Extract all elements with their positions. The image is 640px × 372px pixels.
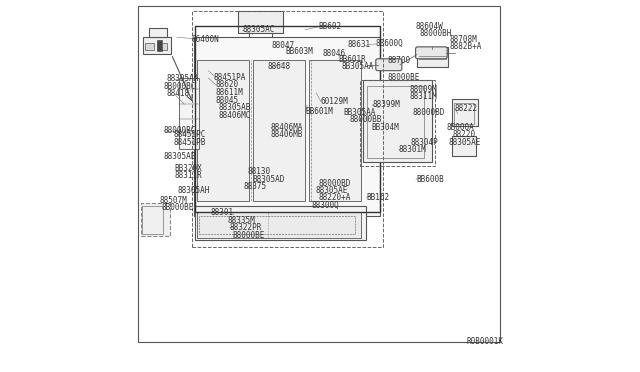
Text: 88700: 88700 <box>388 56 411 65</box>
Text: 88708M: 88708M <box>449 35 477 44</box>
Bar <box>367 86 424 158</box>
Text: 8B000BE: 8B000BE <box>162 203 195 212</box>
Text: 88305AH: 88305AH <box>178 186 211 195</box>
Bar <box>238 11 283 33</box>
Text: 88600Q: 88600Q <box>375 39 403 48</box>
Text: 88648: 88648 <box>268 62 291 71</box>
Text: 88000BH: 88000BH <box>420 29 452 38</box>
Text: 88045: 88045 <box>216 96 239 105</box>
Bar <box>199 216 355 234</box>
Text: 88620: 88620 <box>215 80 238 89</box>
Text: BB602: BB602 <box>318 22 341 31</box>
Bar <box>360 80 435 166</box>
Text: 88311M: 88311M <box>410 92 437 101</box>
Bar <box>197 212 361 238</box>
Text: 86400N: 86400N <box>191 35 220 44</box>
Text: 88000BE: 88000BE <box>232 231 265 240</box>
Text: 88418: 88418 <box>167 89 190 98</box>
Text: 88406MA: 88406MA <box>271 123 303 132</box>
Text: 88406MC: 88406MC <box>219 111 251 120</box>
Text: 88322PR: 88322PR <box>230 223 262 232</box>
Text: 88399M: 88399M <box>372 100 400 109</box>
Bar <box>157 43 167 50</box>
Text: BB304M: BB304M <box>371 123 399 132</box>
Bar <box>143 37 172 54</box>
Text: 88631: 88631 <box>348 40 371 49</box>
Text: 88305AD: 88305AD <box>252 175 285 184</box>
Text: BB601R: BB601R <box>339 55 366 64</box>
Bar <box>195 26 380 212</box>
Bar <box>197 60 250 201</box>
Bar <box>452 99 478 126</box>
Text: BB603M: BB603M <box>286 47 314 56</box>
Text: 88000BB: 88000BB <box>349 115 381 124</box>
Bar <box>454 103 474 124</box>
Text: 88301M: 88301M <box>399 145 427 154</box>
Text: R0B0001K: R0B0001K <box>467 337 504 346</box>
Bar <box>363 80 431 162</box>
Text: 88451PA: 88451PA <box>214 73 246 82</box>
Text: 88507M: 88507M <box>159 196 187 205</box>
Text: 88305AA: 88305AA <box>167 74 199 83</box>
Text: 8882B+A: 8882B+A <box>449 42 482 51</box>
Text: BB320X: BB320X <box>174 164 202 173</box>
FancyBboxPatch shape <box>376 59 402 71</box>
Text: 88375: 88375 <box>244 182 267 191</box>
Text: 88301: 88301 <box>211 208 234 217</box>
Text: 88000BD: 88000BD <box>318 179 351 187</box>
Bar <box>452 136 476 156</box>
Text: 88130: 88130 <box>248 167 271 176</box>
Bar <box>253 60 305 201</box>
Text: 88311R: 88311R <box>174 171 202 180</box>
FancyBboxPatch shape <box>415 47 447 59</box>
Bar <box>179 78 199 149</box>
Bar <box>145 43 154 50</box>
Text: 88047: 88047 <box>271 41 295 50</box>
Bar <box>142 206 163 234</box>
Text: 88220: 88220 <box>452 130 475 139</box>
Text: 88220+A: 88220+A <box>318 193 351 202</box>
Text: 88335M: 88335M <box>227 216 255 225</box>
Bar <box>392 104 422 136</box>
Text: 88305AC: 88305AC <box>243 25 275 34</box>
Bar <box>157 40 162 51</box>
Text: 88611M: 88611M <box>215 88 243 97</box>
Text: BB305AA: BB305AA <box>343 108 376 117</box>
Text: 88406MB: 88406MB <box>271 130 303 139</box>
Text: 88300Q: 88300Q <box>312 201 340 210</box>
Text: 88305AE: 88305AE <box>316 186 348 195</box>
Bar <box>193 37 380 216</box>
Text: 88304P: 88304P <box>410 138 438 147</box>
Bar <box>309 60 361 201</box>
Bar <box>141 203 170 236</box>
Text: 88000BC: 88000BC <box>163 126 195 135</box>
Text: 88451PB: 88451PB <box>173 138 205 147</box>
Text: 60129M: 60129M <box>321 97 349 106</box>
Text: 88305AE: 88305AE <box>449 138 481 147</box>
Text: 88000BD: 88000BD <box>412 108 445 117</box>
Text: BB601M: BB601M <box>306 107 333 116</box>
Bar <box>149 28 168 37</box>
Text: 88604W: 88604W <box>416 22 444 31</box>
Bar <box>417 46 449 67</box>
Text: 88009M: 88009M <box>410 85 437 94</box>
Text: 88305AB: 88305AB <box>219 103 251 112</box>
Bar <box>195 206 367 240</box>
Bar <box>387 97 431 141</box>
Text: 8B000BC: 8B000BC <box>163 82 195 91</box>
Text: 88000BE: 88000BE <box>388 73 420 82</box>
Bar <box>191 11 383 247</box>
Text: 88222: 88222 <box>454 104 478 113</box>
Text: 8B305AA: 8B305AA <box>342 62 374 71</box>
Text: 88305AE: 88305AE <box>163 153 195 161</box>
Text: BB600B: BB600B <box>416 175 444 184</box>
Text: BB162: BB162 <box>367 193 390 202</box>
Text: 8B000A: 8B000A <box>447 123 474 132</box>
Text: 88046: 88046 <box>323 49 346 58</box>
Text: 88451PC: 88451PC <box>173 130 205 139</box>
